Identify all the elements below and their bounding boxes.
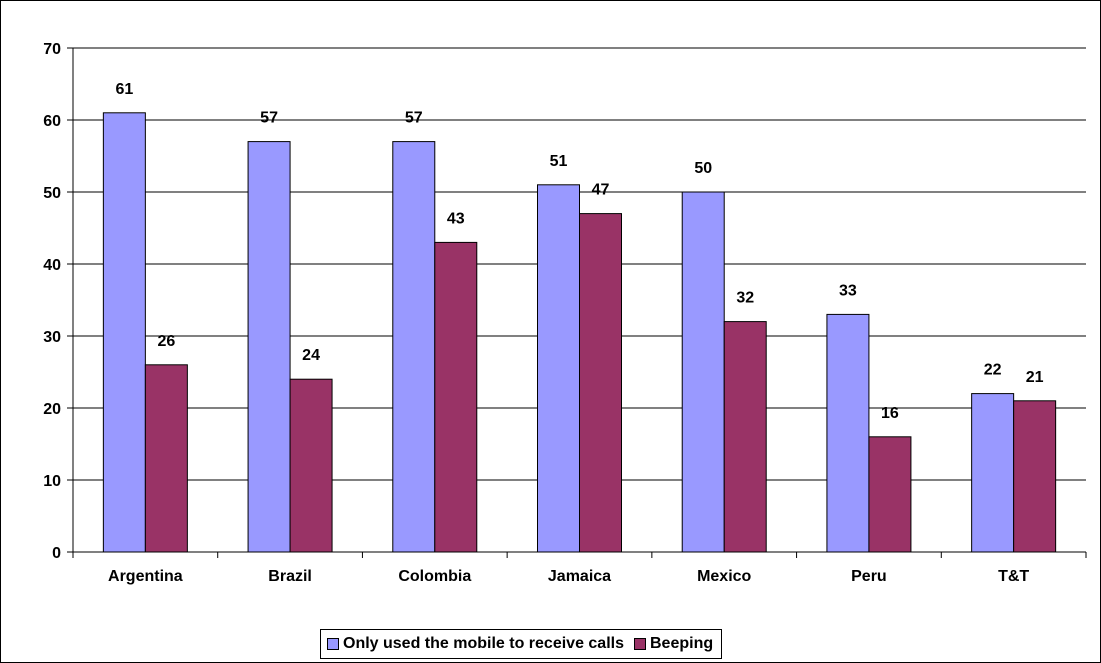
data-label-receive-calls: 57 [405, 110, 423, 127]
data-label-beeping: 32 [736, 290, 754, 307]
data-label-beeping: 16 [881, 405, 899, 422]
data-label-beeping: 43 [447, 210, 465, 227]
legend-label-receive-calls: Only used the mobile to receive calls [343, 635, 624, 652]
bar-receive-calls [681, 191, 725, 553]
bar-receive-calls [971, 393, 1015, 553]
y-tick-label: 50 [43, 185, 61, 202]
bar-beeping [289, 378, 333, 553]
legend-item-beeping: Beeping [634, 635, 713, 653]
y-tick-label: 30 [43, 329, 61, 346]
data-label-beeping: 26 [157, 333, 175, 350]
x-category-label: Peru [851, 568, 887, 585]
y-tick-label: 60 [43, 113, 61, 130]
x-category-label: Jamaica [548, 568, 611, 585]
bar-beeping [144, 364, 188, 553]
x-category-label: Brazil [268, 568, 312, 585]
legend-swatch-beeping [634, 638, 646, 650]
y-tick-label: 40 [43, 257, 61, 274]
legend-item-receive-calls: Only used the mobile to receive calls [327, 635, 624, 653]
x-category-label: Colombia [398, 568, 471, 585]
bar-receive-calls [537, 184, 580, 553]
legend-label-beeping: Beeping [650, 635, 714, 652]
y-tick-label: 20 [43, 401, 61, 418]
data-label-receive-calls: 22 [984, 362, 1002, 379]
data-label-receive-calls: 33 [839, 282, 857, 299]
legend-swatch-receive-calls [327, 638, 339, 650]
data-label-beeping: 24 [302, 347, 320, 364]
y-tick-label: 10 [43, 473, 61, 490]
x-category-label: Argentina [108, 568, 183, 585]
legend: Only used the mobile to receive calls Be… [320, 629, 723, 659]
y-tick-label: 70 [43, 41, 61, 58]
data-label-receive-calls: 51 [550, 153, 568, 170]
bar-beeping [1013, 400, 1057, 553]
bar-beeping [579, 213, 622, 553]
x-category-label: Mexico [697, 568, 751, 585]
data-label-receive-calls: 50 [694, 160, 712, 177]
y-tick-label: 0 [52, 545, 61, 562]
bar-receive-calls [247, 141, 291, 553]
bar-beeping [723, 321, 767, 553]
bar-receive-calls [826, 313, 870, 553]
data-label-beeping: 47 [592, 182, 610, 199]
data-label-receive-calls: 61 [115, 81, 133, 98]
bar-beeping [434, 241, 478, 553]
data-label-beeping: 21 [1026, 369, 1044, 386]
bar-receive-calls [392, 141, 436, 553]
x-category-label: T&T [998, 568, 1029, 585]
data-label-receive-calls: 57 [260, 110, 278, 127]
bar-beeping [868, 436, 912, 553]
bar-receive-calls [102, 112, 146, 553]
